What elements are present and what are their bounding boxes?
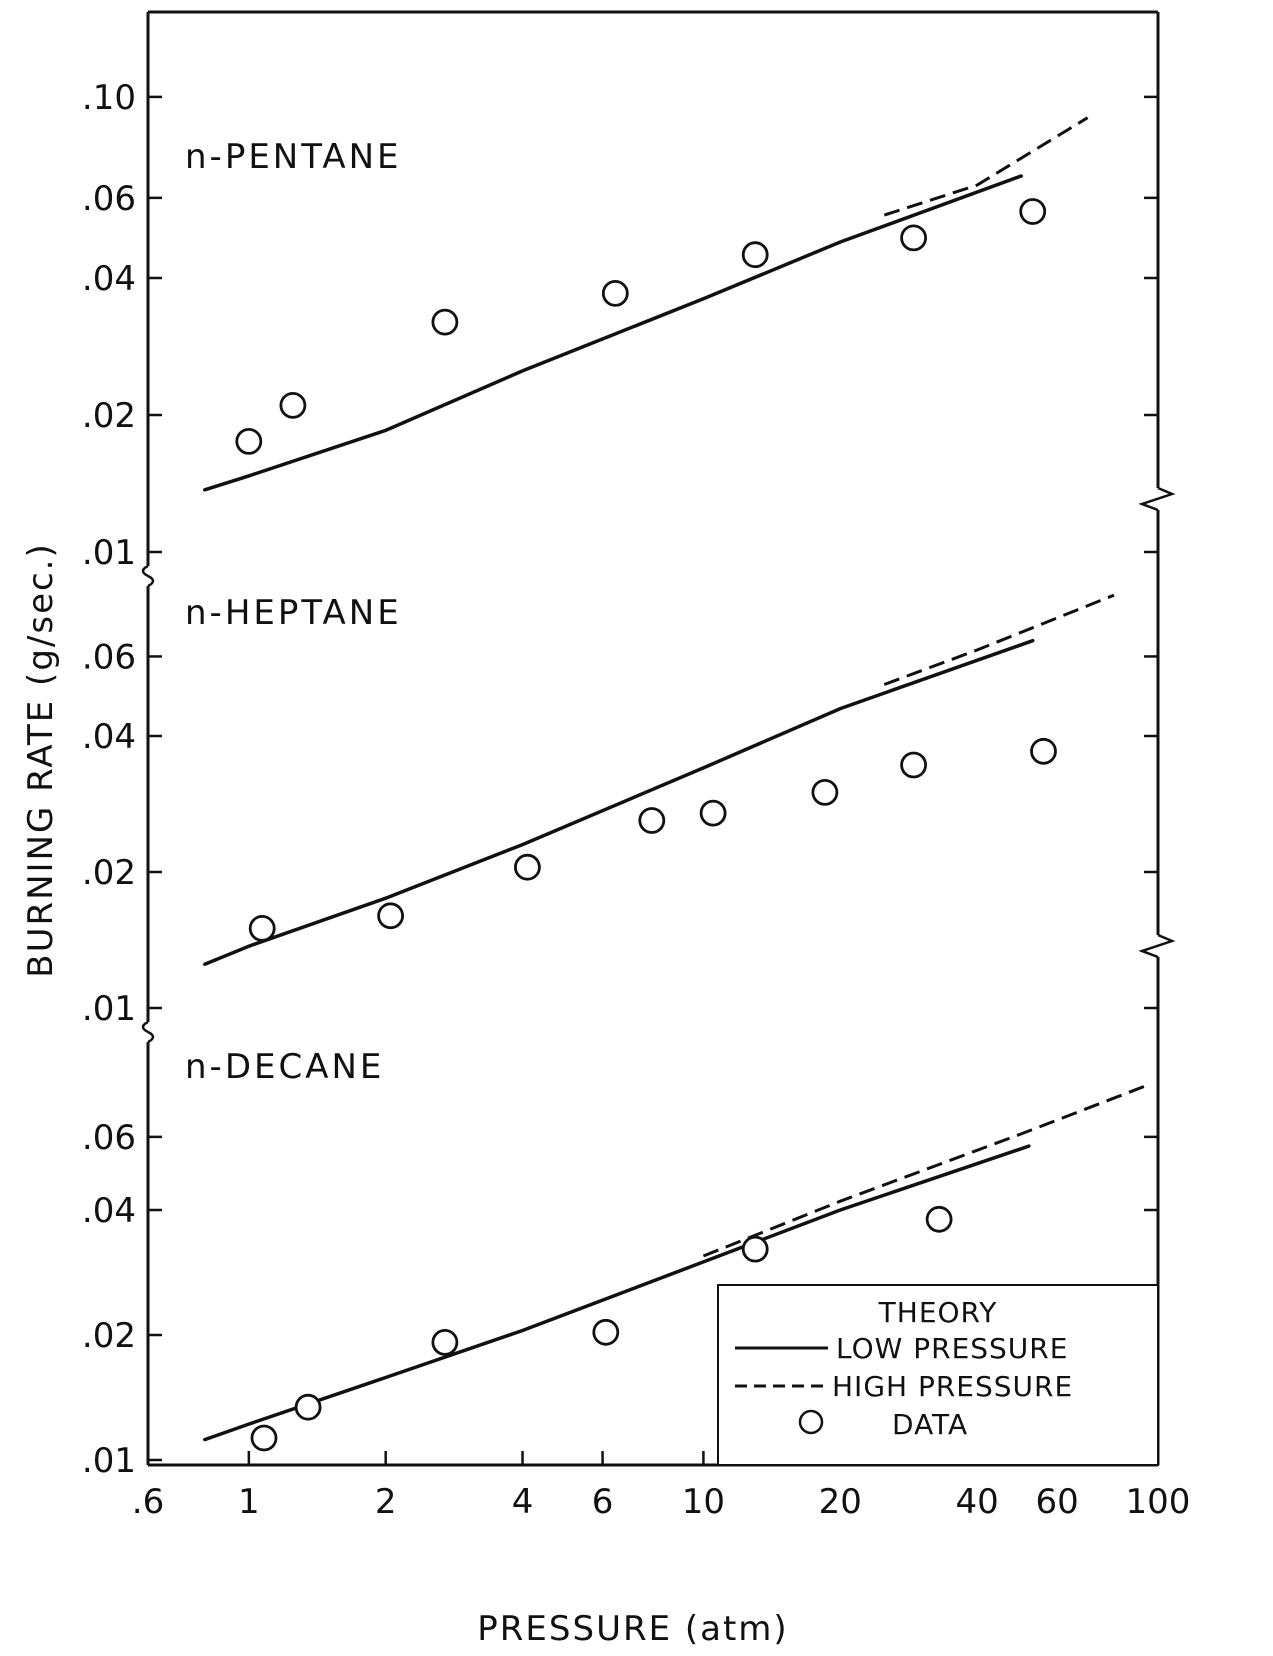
data-point xyxy=(431,308,459,336)
data-point xyxy=(900,224,927,252)
y-tick-label: .01 xyxy=(82,1441,136,1481)
left-axis-break xyxy=(141,1020,155,1044)
data-point xyxy=(925,1205,953,1233)
data-point xyxy=(235,427,263,455)
y-tick-label: .04 xyxy=(82,717,136,757)
legend-data-marker xyxy=(798,1409,824,1435)
data-point xyxy=(638,807,666,834)
y-tick-label: .06 xyxy=(82,179,136,219)
data-point xyxy=(811,779,839,806)
x-tick-label: 6 xyxy=(592,1482,614,1522)
x-tick-label: 10 xyxy=(682,1482,725,1522)
legend-box xyxy=(717,1284,1159,1466)
legend-data-label: DATA xyxy=(892,1408,968,1441)
right-axis-break xyxy=(1138,933,1176,959)
legend-high-pressure-label: HIGH PRESSURE xyxy=(832,1370,1073,1403)
points-layer xyxy=(235,198,1057,1452)
series-line-high-pressure xyxy=(883,593,1115,686)
data-point xyxy=(601,279,629,307)
x-tick-label: 40 xyxy=(955,1482,998,1522)
y-tick-label: .06 xyxy=(82,1118,136,1158)
series-line-high-pressure xyxy=(702,1083,1149,1258)
series-line-low-pressure xyxy=(203,638,1035,966)
y-axis-title: BURNING RATE (g/sec.) xyxy=(21,542,61,978)
panel-label: n-HEPTANE xyxy=(185,593,402,633)
x-tick-label: 100 xyxy=(1126,1482,1191,1522)
data-point xyxy=(741,1235,769,1263)
y-tick-label: .04 xyxy=(82,259,136,299)
data-point xyxy=(279,391,307,419)
data-point xyxy=(514,853,541,881)
series-line-low-pressure xyxy=(203,1144,1031,1442)
data-point xyxy=(1019,198,1047,225)
y-tick-label: .01 xyxy=(82,989,136,1029)
series-line-high-pressure xyxy=(883,116,1089,217)
data-point xyxy=(248,915,276,942)
x-tick-label: .6 xyxy=(132,1482,164,1522)
data-point xyxy=(592,1318,620,1346)
y-tick-label: .02 xyxy=(82,1316,136,1356)
data-point xyxy=(699,799,727,827)
data-point xyxy=(294,1393,322,1421)
x-tick-label: 20 xyxy=(819,1482,862,1522)
x-tick-label: 60 xyxy=(1036,1482,1079,1522)
x-tick-label: 2 xyxy=(375,1482,397,1522)
data-point xyxy=(900,751,927,779)
data-point xyxy=(431,1329,459,1356)
x-tick-label: 1 xyxy=(238,1482,260,1522)
series-line-low-pressure xyxy=(203,174,1023,492)
right-axis-break xyxy=(1138,486,1176,512)
y-tick-label: .02 xyxy=(82,853,136,893)
data-point xyxy=(741,241,769,269)
y-tick-label: .10 xyxy=(82,78,136,118)
text-layer: PRESSURE (atm) BURNING RATE (g/sec.) .6 1… xyxy=(21,78,1190,1649)
left-axis-break xyxy=(141,564,155,588)
legend-title: THEORY xyxy=(878,1296,998,1329)
legend-low-pressure-label: LOW PRESSURE xyxy=(836,1332,1068,1365)
panel-label: n-PENTANE xyxy=(185,137,402,177)
data-point xyxy=(1030,737,1057,765)
legend: THEORY LOW PRESSURE HIGH PRESSURE DATA xyxy=(717,1284,1159,1466)
data-point xyxy=(250,1424,278,1452)
axes-layer xyxy=(141,10,1176,1467)
y-tick-label: .01 xyxy=(82,533,136,573)
y-tick-label: .04 xyxy=(82,1191,136,1231)
lines-layer xyxy=(203,116,1149,1442)
y-tick-label: .02 xyxy=(82,396,136,436)
x-tick-label: 4 xyxy=(512,1482,534,1522)
x-axis-title: PRESSURE (atm) xyxy=(477,1609,788,1649)
data-point xyxy=(377,902,405,930)
panel-label: n-DECANE xyxy=(185,1047,384,1087)
y-tick-label: .06 xyxy=(82,637,136,677)
